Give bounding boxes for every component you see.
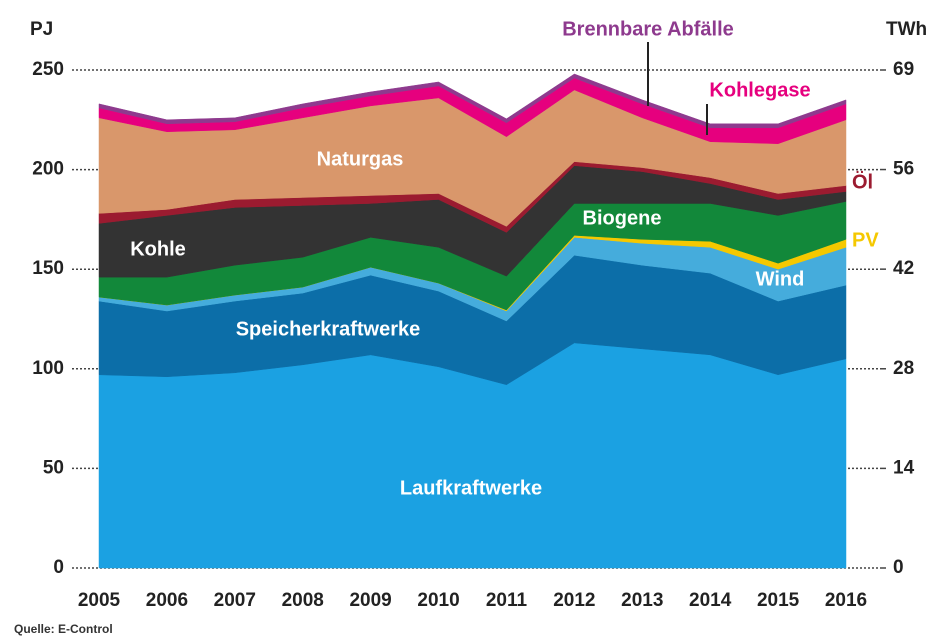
- y2-tick-label: 56: [893, 159, 914, 180]
- x-tick-label: 2005: [78, 590, 121, 611]
- y2-tick-label: 0: [893, 557, 904, 578]
- y-tick-label: 150: [32, 258, 64, 279]
- y2-tick-label: 69: [893, 59, 914, 80]
- series-label: Biogene: [583, 207, 662, 229]
- series-label: Kohlegase: [709, 79, 810, 101]
- x-tick-label: 2015: [757, 590, 800, 611]
- series-label: Laufkraftwerke: [400, 477, 542, 499]
- y2-tick-label: 28: [893, 358, 914, 379]
- x-tick-label: 2010: [417, 590, 459, 611]
- y-tick-label: 50: [43, 457, 64, 478]
- y-tick-label: 100: [32, 358, 64, 379]
- series-label: Öl: [852, 170, 873, 193]
- area: [98, 342, 847, 569]
- x-tick-label: 2011: [486, 590, 528, 611]
- x-tick-label: 2016: [825, 590, 867, 611]
- y-tick-label: 250: [32, 59, 64, 80]
- areas: [98, 73, 847, 569]
- x-tick-label: 2009: [349, 590, 391, 611]
- series-label: Wind: [756, 268, 805, 290]
- y-tick-label: 200: [32, 159, 64, 180]
- x-tick-label: 2014: [689, 590, 732, 611]
- y-axis-title: PJ: [30, 19, 53, 40]
- y-tick-label: 0: [53, 557, 64, 578]
- series-label: Brennbare Abfälle: [562, 18, 734, 40]
- foreground: 0 50 100 150 200 250 0 14 28 42 56 69 2005 2006 2007 20…: [32, 18, 914, 611]
- area: [98, 73, 847, 129]
- y2-tick-label: 14: [893, 457, 915, 478]
- x-tick-label: 2008: [282, 590, 324, 611]
- y2-tick-label: 42: [893, 258, 914, 279]
- x-tick-label: 2006: [146, 590, 188, 611]
- y2-axis-title: TWh: [886, 19, 927, 40]
- source: Quelle: E-Control: [14, 622, 113, 636]
- x-tick-label: 2007: [214, 590, 256, 611]
- series-label: Naturgas: [317, 148, 404, 170]
- series-label: PV: [852, 229, 879, 251]
- x-tick-label: 2013: [621, 590, 663, 611]
- series-label: Speicherkraftwerke: [236, 318, 421, 340]
- x-tick-label: 2012: [553, 590, 595, 611]
- series-label: Kohle: [130, 238, 186, 260]
